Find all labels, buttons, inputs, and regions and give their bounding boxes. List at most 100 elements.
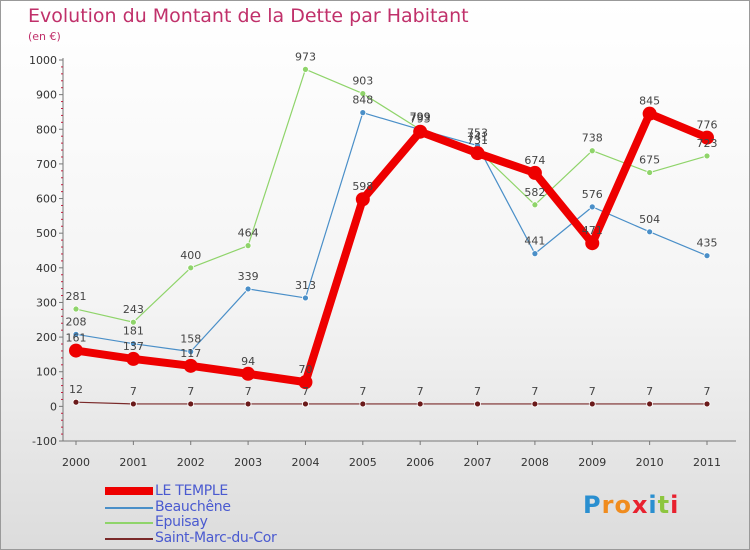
logo-letter: o xyxy=(614,491,632,519)
data-point-epuisay xyxy=(187,264,195,272)
data-label-le-temple: 793 xyxy=(410,113,431,126)
data-point-le-temple xyxy=(642,106,657,121)
x-tick-label: 2000 xyxy=(62,456,90,469)
logo-letter: i xyxy=(648,491,658,519)
data-point-le-temple xyxy=(413,124,428,139)
x-tick-label: 2010 xyxy=(636,456,664,469)
data-label-saint-marc-du-cor: 7 xyxy=(531,385,538,398)
data-label-le-temple: 845 xyxy=(639,95,660,108)
x-tick-label: 2011 xyxy=(693,456,721,469)
y-tick-label: 500 xyxy=(36,227,57,240)
data-point-le-temple xyxy=(700,130,714,145)
y-tick-label: 700 xyxy=(36,158,57,171)
x-tick-label: 2006 xyxy=(406,456,434,469)
data-label-saint-marc-du-cor: 7 xyxy=(646,385,653,398)
data-point-beauchene xyxy=(187,348,195,356)
y-tick-label: -100 xyxy=(32,435,57,448)
data-label-beauchene: 753 xyxy=(467,127,488,140)
data-point-epuisay xyxy=(244,242,252,250)
data-label-epuisay: 738 xyxy=(582,132,603,145)
data-label-saint-marc-du-cor: 7 xyxy=(245,385,252,398)
y-tick-label: 0 xyxy=(50,400,57,413)
data-point-beauchene xyxy=(588,203,596,211)
data-label-beauchene: 504 xyxy=(639,213,660,226)
data-point-epuisay xyxy=(129,318,137,326)
data-point-le-temple xyxy=(585,236,600,251)
data-label-beauchene: 799 xyxy=(410,111,431,124)
series-line-beauchene xyxy=(75,112,708,353)
data-point-epuisay xyxy=(588,147,596,155)
x-tick-label: 2002 xyxy=(177,456,205,469)
y-tick-label: 300 xyxy=(36,296,57,309)
data-label-epuisay: 464 xyxy=(238,227,259,240)
data-point-saint-marc-du-cor xyxy=(129,400,137,408)
data-label-saint-marc-du-cor: 7 xyxy=(130,385,137,398)
data-label-le-temple: 70 xyxy=(298,363,312,376)
x-tick-label: 2007 xyxy=(464,456,492,469)
logo-letter: i xyxy=(670,491,680,519)
data-point-saint-marc-du-cor xyxy=(531,400,539,408)
data-label-saint-marc-du-cor: 12 xyxy=(69,383,83,396)
data-point-le-temple xyxy=(470,146,485,161)
data-point-epuisay xyxy=(302,65,309,73)
data-point-beauchene xyxy=(129,340,137,348)
data-label-epuisay: 903 xyxy=(352,75,373,88)
data-point-saint-marc-du-cor xyxy=(359,400,367,408)
logo-letter: r xyxy=(601,491,615,519)
y-tick-label: 100 xyxy=(36,366,57,379)
legend-swatch xyxy=(105,506,153,509)
data-label-epuisay: 400 xyxy=(180,249,201,262)
y-tick-label: 600 xyxy=(36,193,57,206)
y-tick-label: 400 xyxy=(36,262,57,275)
data-point-saint-marc-du-cor xyxy=(187,400,195,408)
chart-title: Evolution du Montant de la Dette par Hab… xyxy=(28,5,469,27)
legend-label: Saint-Marc-du-Cor xyxy=(155,529,277,546)
data-label-epuisay: 243 xyxy=(123,303,144,316)
data-label-beauchene: 181 xyxy=(123,325,144,338)
data-label-le-temple: 94 xyxy=(241,355,255,368)
data-point-beauchene xyxy=(703,252,711,260)
y-tick-label: 1000 xyxy=(29,54,57,67)
data-point-beauchene xyxy=(302,294,309,302)
data-label-epuisay: 582 xyxy=(524,186,545,199)
data-label-saint-marc-du-cor: 7 xyxy=(302,385,309,398)
series-line-epuisay xyxy=(75,68,708,323)
data-label-saint-marc-du-cor: 7 xyxy=(417,385,424,398)
y-tick-label: 800 xyxy=(36,123,57,136)
proxiti-logo: Proxiti xyxy=(583,491,679,519)
data-label-beauchene: 208 xyxy=(66,315,87,328)
data-point-saint-marc-du-cor xyxy=(244,400,252,408)
data-point-beauchene xyxy=(244,285,252,293)
data-point-saint-marc-du-cor xyxy=(646,400,654,408)
data-point-epuisay xyxy=(72,305,80,313)
data-point-le-temple xyxy=(527,165,542,180)
data-label-saint-marc-du-cor: 7 xyxy=(474,385,481,398)
data-label-epuisay: 799 xyxy=(410,111,431,124)
data-point-le-temple xyxy=(69,343,83,358)
data-label-saint-marc-du-cor: 7 xyxy=(187,385,194,398)
x-tick-label: 2004 xyxy=(291,456,319,469)
data-label-le-temple: 598 xyxy=(352,180,373,193)
data-label-beauchene: 435 xyxy=(697,237,718,250)
data-point-saint-marc-du-cor xyxy=(588,400,596,408)
legend-label: Beauchêne xyxy=(155,498,231,515)
chart-subtitle: (en €) xyxy=(28,30,61,43)
data-point-saint-marc-du-cor xyxy=(72,398,80,406)
x-tick-label: 2003 xyxy=(234,456,262,469)
data-point-le-temple xyxy=(355,192,370,207)
data-label-le-temple: 731 xyxy=(467,134,488,147)
legend-label: LE TEMPLE xyxy=(155,483,228,499)
data-point-le-temple xyxy=(241,366,256,381)
y-tick-label: 900 xyxy=(36,89,57,102)
data-point-epuisay xyxy=(703,152,711,160)
data-label-le-temple: 137 xyxy=(123,340,144,353)
data-point-beauchene xyxy=(531,250,539,258)
data-point-saint-marc-du-cor xyxy=(703,400,711,408)
data-point-beauchene xyxy=(646,228,654,236)
x-tick-label: 2005 xyxy=(349,456,377,469)
data-label-saint-marc-du-cor: 7 xyxy=(589,385,596,398)
logo-letter: x xyxy=(631,491,649,519)
legend-swatch xyxy=(105,487,153,495)
